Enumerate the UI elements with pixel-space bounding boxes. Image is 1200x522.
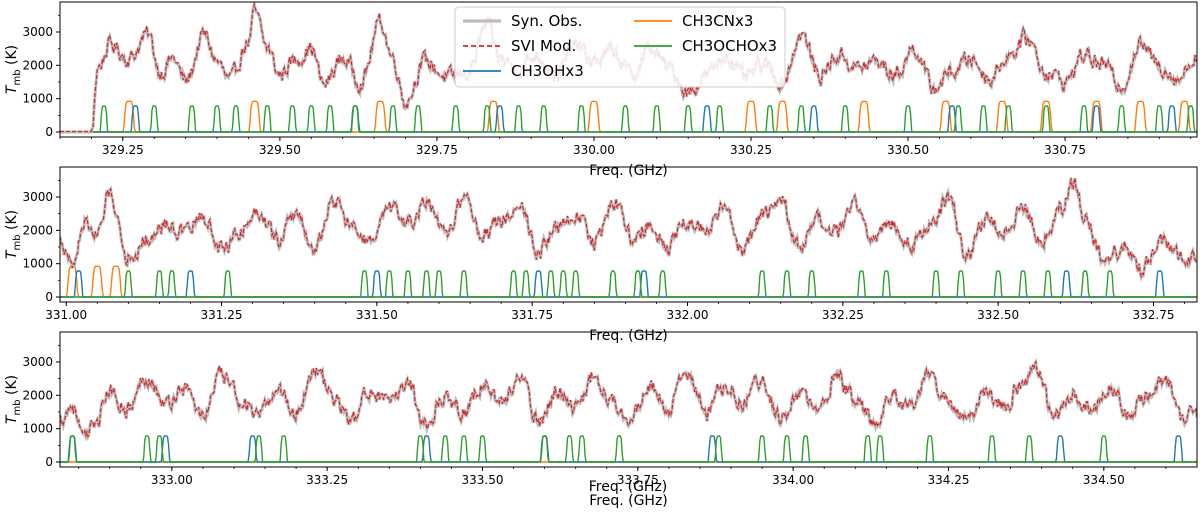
y-axis-label-unit: (K) bbox=[4, 375, 20, 400]
svi-model-series bbox=[60, 359, 1197, 439]
syn-obs-series bbox=[60, 357, 1197, 442]
legend-label: SVI Mod. bbox=[511, 37, 576, 55]
legend-box bbox=[454, 6, 786, 88]
x-tick-label: 329.50 bbox=[259, 143, 301, 157]
y-tick-label: 0 bbox=[45, 125, 53, 139]
x-tick-label: 333.50 bbox=[461, 473, 503, 487]
y-tick-label: 1000 bbox=[22, 422, 53, 436]
y-axis-label-sub: mb bbox=[12, 234, 23, 250]
y-tick-label: 0 bbox=[45, 290, 53, 304]
x-axis-label: Freq. (GHz) bbox=[589, 163, 668, 179]
svi-model-series bbox=[60, 2, 1197, 133]
x-tick-label: 333.75 bbox=[617, 473, 659, 487]
y-tick-label: 0 bbox=[45, 455, 53, 469]
figure-x-axis-label: Freq. (GHz) bbox=[589, 479, 668, 495]
x-tick-label: 333.00 bbox=[151, 473, 193, 487]
y-tick-label: 2000 bbox=[22, 388, 53, 402]
legend: Syn. Obs. CH3CNx3 SVI Mod. CH3OCHOx3 CH3OHx3 bbox=[454, 6, 786, 88]
x-tick-label: 330.00 bbox=[573, 143, 615, 157]
y-axis-label-sub: mb bbox=[12, 399, 23, 415]
x-tick-label: 332.25 bbox=[822, 308, 864, 322]
x-tick-label: 334.00 bbox=[772, 473, 814, 487]
x-tick-label: 330.75 bbox=[1044, 143, 1086, 157]
x-axis-label: Freq. (GHz) bbox=[589, 493, 668, 509]
x-tick-label: 332.50 bbox=[977, 308, 1019, 322]
x-tick-label: 330.50 bbox=[887, 143, 929, 157]
svi-model-series bbox=[60, 177, 1197, 279]
axes-frame bbox=[59, 1, 1198, 138]
x-axis-label: Freq. (GHz) bbox=[589, 328, 668, 344]
y-tick-label: 3000 bbox=[22, 190, 53, 204]
y-axis-label-sub: mb bbox=[12, 69, 23, 85]
legend-label: CH3OHx3 bbox=[511, 62, 584, 80]
x-tick-label: 332.00 bbox=[667, 308, 709, 322]
plot-area bbox=[60, 177, 1197, 298]
x-tick-label: 334.25 bbox=[927, 473, 969, 487]
x-tick-label: 329.25 bbox=[102, 143, 144, 157]
x-tick-label: 334.50 bbox=[1083, 473, 1125, 487]
ch3ocho-series bbox=[60, 105, 1197, 133]
axes-frame bbox=[59, 166, 1198, 303]
x-tick-label: 329.75 bbox=[416, 143, 458, 157]
syn-obs-series bbox=[60, 177, 1197, 283]
y-axis-label-main: T bbox=[4, 249, 20, 259]
y-tick-label: 3000 bbox=[22, 355, 53, 369]
y-axis-label-main: T bbox=[4, 414, 20, 424]
y-tick-label: 3000 bbox=[22, 25, 53, 39]
y-tick-label: 1000 bbox=[22, 257, 53, 271]
panel-3: 0 1000 2000 3000 333.00 333.25 333.50 333.75 334… bbox=[4, 331, 1198, 509]
y-tick-label: 1000 bbox=[22, 92, 53, 106]
legend-label: Syn. Obs. bbox=[511, 12, 582, 30]
ch3ocho-series bbox=[60, 435, 1197, 463]
x-tick-label: 331.25 bbox=[201, 308, 243, 322]
y-axis-label: Tmb (K) bbox=[4, 375, 23, 424]
x-tick-label: 333.25 bbox=[306, 473, 348, 487]
x-tick-label: 331.75 bbox=[511, 308, 553, 322]
y-axis-label-main: T bbox=[4, 84, 20, 94]
plot-area bbox=[60, 357, 1197, 463]
axes-frame bbox=[59, 331, 1198, 468]
x-tick-label: 331.50 bbox=[356, 308, 398, 322]
y-tick-label: 2000 bbox=[22, 223, 53, 237]
y-axis-label-unit: (K) bbox=[4, 210, 20, 235]
x-tick-label: 331.00 bbox=[45, 308, 87, 322]
y-axis-label: Tmb (K) bbox=[4, 45, 23, 94]
legend-label: CH3OCHOx3 bbox=[682, 37, 777, 55]
y-tick-label: 2000 bbox=[22, 58, 53, 72]
ch3ocho-series bbox=[60, 270, 1197, 298]
x-tick-label: 332.75 bbox=[1133, 308, 1175, 322]
legend-label: CH3CNx3 bbox=[682, 12, 753, 30]
x-tick-label: 330.25 bbox=[730, 143, 772, 157]
panel-1: 0 1000 2000 3000 329.25 329.50 329.75 330.00 330… bbox=[4, 1, 1198, 179]
panel-2: 0 1000 2000 3000 331.00 331.25 331.50 331.75 332… bbox=[4, 166, 1198, 344]
y-axis-label: Tmb (K) bbox=[4, 210, 23, 259]
y-axis-label-unit: (K) bbox=[4, 45, 20, 70]
